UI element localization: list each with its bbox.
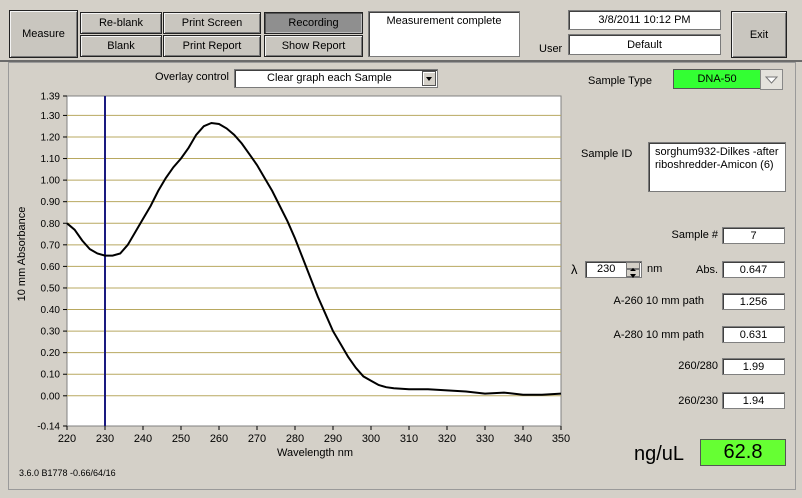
sample-id-label: Sample ID bbox=[581, 148, 633, 160]
print-report-button[interactable]: Print Report bbox=[163, 35, 261, 57]
status-message-text: Measurement complete bbox=[386, 15, 502, 27]
exit-button[interactable]: Exit bbox=[731, 11, 787, 58]
overlay-select[interactable]: Clear graph each Sample bbox=[234, 69, 438, 88]
wavelength-stepper[interactable] bbox=[626, 262, 640, 278]
datetime-display: 3/8/2011 10:12 PM bbox=[568, 10, 721, 30]
abs-label: Abs. bbox=[695, 264, 718, 276]
version-text: 3.6.0 B1778 -0.66/64/16 bbox=[19, 468, 116, 478]
user-display: Default bbox=[568, 34, 721, 55]
ratio-260-230-value: 1.94 bbox=[722, 392, 785, 409]
abs-value: 0.647 bbox=[722, 261, 785, 278]
overlay-select-value: Clear graph each Sample bbox=[267, 72, 392, 84]
ratio-260-280-label: 260/280 bbox=[678, 360, 718, 372]
wavelength-input[interactable]: 230 bbox=[585, 261, 642, 278]
wavelength-input-value: 230 bbox=[597, 263, 616, 275]
recording-toggle[interactable]: Recording bbox=[264, 12, 363, 34]
stepper-down-icon[interactable] bbox=[626, 269, 640, 278]
overlay-label: Overlay control bbox=[155, 71, 229, 83]
sample-number-label: Sample # bbox=[671, 229, 718, 241]
ratio-260-280-value: 1.99 bbox=[722, 358, 785, 375]
sample-type-label: Sample Type bbox=[588, 75, 653, 87]
user-label: User bbox=[539, 43, 563, 55]
show-report-button[interactable]: Show Report bbox=[264, 35, 363, 57]
reblank-button[interactable]: Re-blank bbox=[80, 12, 162, 34]
status-message: Measurement complete bbox=[368, 11, 520, 57]
stepper-up-icon[interactable] bbox=[626, 262, 640, 271]
a260-value: 1.256 bbox=[722, 293, 785, 310]
print-screen-button[interactable]: Print Screen bbox=[163, 12, 261, 34]
concentration-text: 62.8 bbox=[723, 441, 763, 463]
concentration-value: 62.8 bbox=[700, 439, 786, 466]
sample-type-dropdown-icon[interactable] bbox=[760, 69, 783, 90]
blank-button[interactable]: Blank bbox=[80, 35, 162, 57]
chevron-down-icon[interactable] bbox=[422, 71, 436, 86]
user-text: Default bbox=[627, 38, 662, 51]
a280-value: 0.631 bbox=[722, 326, 785, 343]
measure-button[interactable]: Measure bbox=[9, 10, 78, 58]
wavelength-unit: nm bbox=[647, 263, 663, 275]
sample-type-value: DNA-50 bbox=[697, 73, 737, 85]
main-panel bbox=[8, 62, 796, 490]
sample-id-field[interactable]: sorghum932-Dilkes -after riboshredder-Am… bbox=[648, 142, 786, 192]
datetime-text: 3/8/2011 10:12 PM bbox=[598, 14, 691, 26]
sample-id-value: sorghum932-Dilkes -after riboshredder-Am… bbox=[655, 146, 779, 171]
sample-number-value: 7 bbox=[722, 227, 785, 244]
sample-type-select[interactable]: DNA-50 bbox=[673, 69, 761, 89]
a280-label: A-280 10 mm path bbox=[613, 329, 705, 341]
concentration-label: ng/uL bbox=[634, 443, 685, 465]
a260-label: A-260 10 mm path bbox=[613, 295, 705, 307]
lambda-symbol: λ bbox=[571, 262, 578, 277]
ratio-260-230-label: 260/230 bbox=[678, 395, 718, 407]
